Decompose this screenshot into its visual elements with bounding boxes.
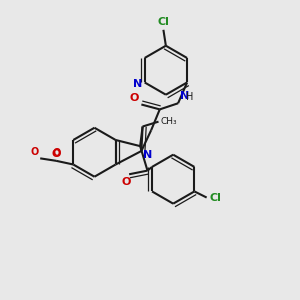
Text: O: O <box>52 148 61 158</box>
Text: Cl: Cl <box>158 17 169 27</box>
Text: O: O <box>30 147 39 157</box>
Text: Cl: Cl <box>210 194 221 203</box>
Text: N: N <box>180 91 189 101</box>
Text: O: O <box>130 93 139 103</box>
Text: O: O <box>122 177 131 187</box>
Text: N: N <box>133 79 142 89</box>
Text: O: O <box>51 149 61 159</box>
Text: H: H <box>187 92 194 102</box>
Text: N: N <box>142 150 152 160</box>
Text: CH₃: CH₃ <box>161 117 178 126</box>
